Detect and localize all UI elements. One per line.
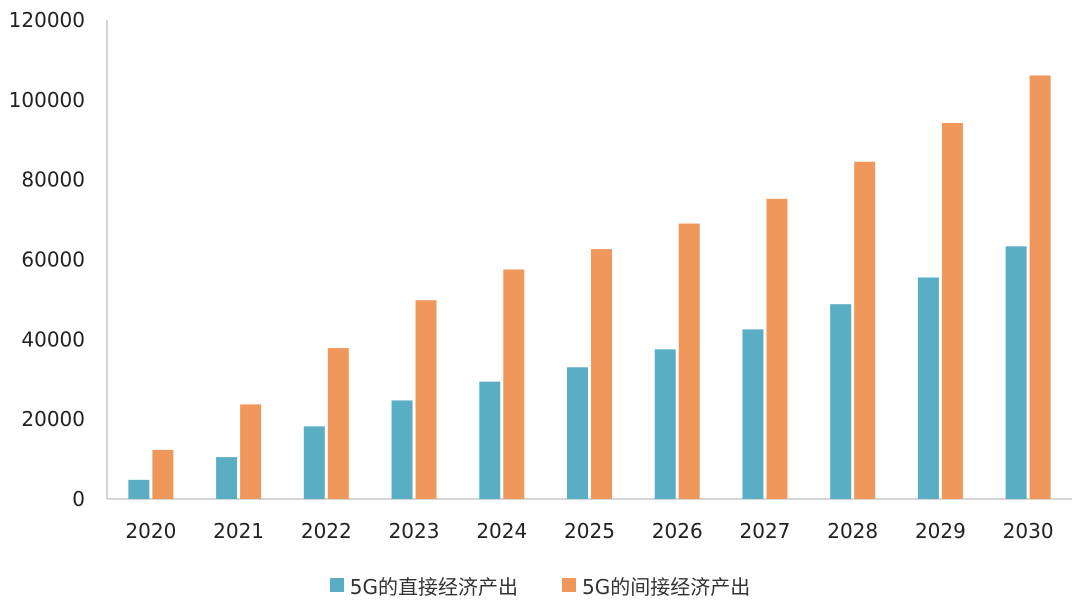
legend-label-direct: 5G的直接经济产出 [349, 574, 518, 599]
bar-indirect-2025 [591, 249, 612, 499]
bar-direct-2029 [917, 277, 939, 499]
y-tick-label: 120000 [9, 8, 85, 32]
bar-direct-2022 [303, 426, 325, 499]
x-tick-label: 2027 [740, 519, 791, 543]
x-tick-label: 2028 [827, 519, 878, 543]
bar-indirect-2024 [503, 269, 525, 499]
y-tick-label: 40000 [21, 327, 85, 351]
bar-indirect-2022 [327, 348, 349, 499]
x-axis: 2020 2021 2022 2023 2024 2025 2026 2027 2028 2029… [107, 498, 1072, 543]
x-tick-label: 2030 [1003, 519, 1054, 543]
bar-direct-2030 [1005, 246, 1027, 499]
x-tick-label: 2022 [301, 519, 352, 543]
bars [128, 75, 1051, 500]
bar-indirect-2030 [1029, 75, 1051, 500]
bar-direct-2021 [216, 457, 238, 499]
bar-direct-2028 [830, 304, 852, 499]
legend-label-indirect: 5G的间接经济产出 [582, 574, 751, 599]
legend-item-indirect: 5G的间接经济产出 [562, 571, 750, 600]
x-tick-label: 2020 [125, 519, 176, 543]
legend-swatch-indirect [562, 578, 576, 592]
bar-direct-2026 [654, 349, 676, 499]
bar-direct-2025 [567, 367, 588, 499]
x-tick-label: 2023 [389, 519, 440, 543]
y-tick-label: 20000 [21, 407, 85, 431]
bar-indirect-2023 [415, 300, 437, 499]
legend-item-direct: 5G的直接经济产出 [329, 571, 518, 600]
bar-indirect-2026 [678, 223, 700, 499]
y-tick-label: 60000 [21, 248, 85, 272]
bar-indirect-2020 [152, 449, 174, 499]
bar-indirect-2028 [854, 161, 876, 499]
x-tick-label: 2025 [564, 519, 615, 543]
bar-direct-2027 [742, 329, 764, 499]
x-tick-label: 2024 [476, 519, 527, 543]
bar-direct-2023 [391, 400, 413, 499]
x-tick-label: 2021 [213, 519, 264, 543]
bar-indirect-2021 [240, 404, 262, 499]
y-axis: 0 20000 40000 60000 80000 100000 120000 [9, 8, 108, 511]
bar-direct-2024 [479, 381, 501, 499]
bar-indirect-2027 [766, 198, 788, 499]
y-tick-label: 100000 [9, 88, 85, 112]
x-tick-label: 2026 [652, 519, 703, 543]
y-tick-label: 0 [72, 487, 85, 511]
bar-indirect-2029 [941, 122, 963, 500]
x-tick-label: 2029 [915, 519, 966, 543]
legend-swatch-direct [329, 578, 344, 592]
bar-direct-2020 [128, 479, 150, 499]
legend: 5G的直接经济产出 5G的间接经济产出 [0, 568, 1080, 602]
y-tick-label: 80000 [21, 168, 85, 192]
